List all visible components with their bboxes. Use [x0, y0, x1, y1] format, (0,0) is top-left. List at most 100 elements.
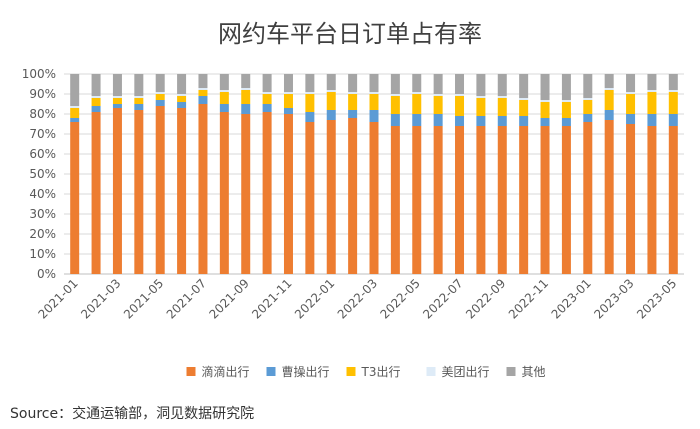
bar-segment — [390, 74, 400, 94]
y-tick-label: 20% — [29, 227, 56, 241]
bar-segment — [455, 96, 465, 116]
bar-segment — [198, 90, 208, 96]
bar-segment — [455, 74, 465, 94]
bars — [70, 74, 678, 274]
x-tick-label: 2021-03 — [78, 276, 123, 321]
bar-segment — [241, 90, 251, 104]
bar-segment — [519, 98, 529, 100]
bar-segment — [283, 74, 293, 92]
legend: 滴滴出行 曹操出行 T3出行 美团出行 其他 — [186, 364, 546, 379]
bar-segment — [326, 74, 336, 90]
bar-segment — [412, 74, 422, 92]
bar-segment — [647, 74, 657, 90]
bar-segment — [497, 96, 507, 98]
x-tick-label: 2022-11 — [506, 276, 551, 321]
bar-segment — [241, 104, 251, 114]
bar-segment — [476, 126, 486, 274]
bar-segment — [70, 108, 80, 118]
bar-segment — [433, 94, 443, 96]
bar-segment — [540, 74, 550, 100]
bar-segment — [497, 116, 507, 126]
legend-swatch — [266, 367, 276, 376]
bar-segment — [583, 98, 593, 100]
bar-segment — [519, 116, 529, 126]
bar-segment — [583, 74, 593, 98]
bar-segment — [369, 110, 379, 122]
bar-segment — [540, 126, 550, 274]
bar-segment — [626, 124, 636, 274]
bar-segment — [348, 110, 358, 118]
bar-segment — [70, 122, 80, 274]
x-tick-label: 2023-03 — [591, 276, 636, 321]
bar-segment — [305, 92, 315, 94]
bar-segment — [91, 96, 101, 98]
bar-segment — [668, 126, 678, 274]
x-tick-label: 2022-07 — [420, 276, 465, 321]
bar-segment — [626, 94, 636, 114]
bar-segment — [369, 94, 379, 110]
bar-segment — [668, 90, 678, 92]
bar-segment — [497, 126, 507, 274]
bar-segment — [112, 74, 122, 96]
bar-segment — [262, 104, 272, 112]
bar-segment — [326, 120, 336, 274]
bar-segment — [134, 98, 144, 104]
bar-segment — [369, 92, 379, 94]
y-tick-label: 10% — [29, 247, 56, 261]
bar-segment — [91, 98, 101, 106]
bar-segment — [155, 92, 165, 94]
bar-segment — [626, 74, 636, 92]
bar-segment — [91, 106, 101, 112]
x-tick-label: 2022-09 — [463, 276, 508, 321]
bar-segment — [177, 74, 187, 94]
bar-segment — [219, 104, 229, 112]
bar-segment — [219, 92, 229, 104]
bar-segment — [348, 74, 358, 92]
legend-label: 曹操出行 — [282, 364, 330, 379]
bar-segment — [177, 102, 187, 108]
y-tick-label: 50% — [29, 167, 56, 181]
bar-segment — [112, 108, 122, 274]
y-tick-label: 70% — [29, 127, 56, 141]
bar-segment — [604, 88, 614, 90]
bar-segment — [198, 96, 208, 104]
y-tick-label: 80% — [29, 107, 56, 121]
bar-segment — [412, 94, 422, 114]
bar-segment — [583, 122, 593, 274]
legend-label: T3出行 — [361, 365, 401, 379]
legend-label: 其他 — [522, 365, 546, 379]
bar-segment — [241, 88, 251, 90]
bar-segment — [305, 122, 315, 274]
bar-segment — [326, 92, 336, 110]
x-tick-label: 2023-01 — [549, 276, 594, 321]
bar-segment — [198, 104, 208, 274]
bar-segment — [112, 104, 122, 108]
bar-segment — [369, 74, 379, 92]
bar-segment — [112, 98, 122, 104]
bar-segment — [647, 114, 657, 126]
bar-segment — [476, 98, 486, 116]
bar-segment — [262, 94, 272, 104]
legend-label: 美团出行 — [442, 365, 490, 379]
y-tick-label: 90% — [29, 87, 56, 101]
bar-segment — [519, 126, 529, 274]
x-tick-label: 2023-05 — [634, 276, 679, 321]
x-tick-label: 2022-01 — [292, 276, 337, 321]
bar-segment — [476, 74, 486, 96]
bar-segment — [219, 112, 229, 274]
bar-segment — [519, 100, 529, 116]
chart-title: 网约车平台日订单占有率 — [218, 20, 482, 48]
bar-segment — [70, 106, 80, 108]
bar-segment — [561, 102, 571, 118]
bar-segment — [348, 94, 358, 110]
bar-segment — [433, 96, 443, 114]
bar-segment — [497, 98, 507, 116]
x-tick-label: 2022-03 — [335, 276, 380, 321]
bar-segment — [241, 114, 251, 274]
bar-segment — [262, 92, 272, 94]
bar-segment — [561, 100, 571, 102]
bar-segment — [112, 96, 122, 98]
bar-segment — [155, 100, 165, 106]
bar-segment — [326, 90, 336, 92]
